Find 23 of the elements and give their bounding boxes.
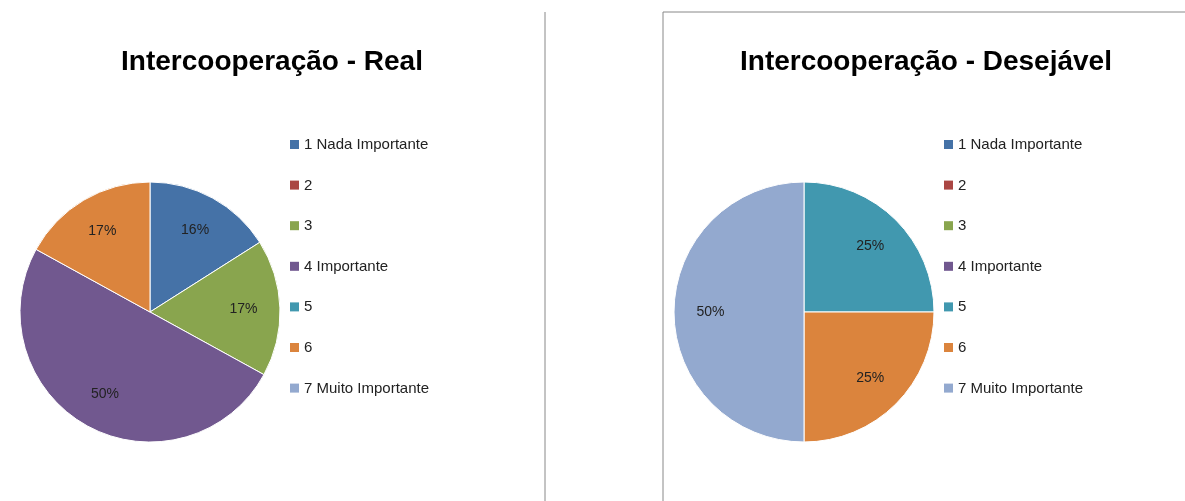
legend-label: 3 [958, 216, 967, 234]
legend-label: 7 Muito Importante [304, 378, 430, 396]
data-label: 16% [181, 220, 210, 237]
data-label: 17% [229, 299, 258, 316]
data-label: 50% [90, 384, 119, 401]
legend-label: 6 [304, 338, 313, 355]
legend-label: 2 [958, 175, 967, 193]
data-label: 25% [856, 236, 885, 253]
data-label: 17% [88, 222, 117, 239]
legend-label: 5 [304, 297, 313, 315]
legend-label: 5 [958, 297, 967, 315]
legend-label: 3 [304, 216, 313, 234]
legend-label: 4 Importante [958, 256, 1043, 274]
chart-title: Intercooperação - Desejável [740, 45, 1112, 76]
legend-label: 1 Nada Importante [304, 135, 429, 152]
legend-label: 6 [958, 338, 967, 355]
chart-title: Intercooperação - Real [121, 45, 423, 76]
data-label: 50% [696, 302, 725, 319]
data-label: 25% [856, 368, 885, 385]
legend-label: 2 [304, 175, 313, 193]
legend-label: 1 Nada Importante [958, 135, 1083, 152]
legend-label: 7 Muito Importante [958, 378, 1084, 396]
legend-label: 4 Importante [304, 256, 389, 274]
